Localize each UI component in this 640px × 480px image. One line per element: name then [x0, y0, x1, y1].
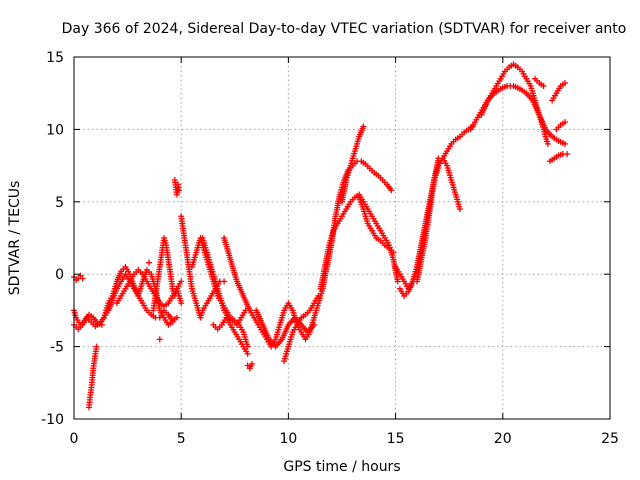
- x-tick-label: 0: [70, 431, 79, 447]
- y-tick-label: 0: [55, 267, 64, 283]
- x-tick-label: 5: [177, 431, 186, 447]
- plot-frame: [73, 56, 611, 420]
- data-point-plus: [244, 350, 251, 357]
- x-axis-label: GPS time / hours: [283, 459, 400, 475]
- data-point-plus: [221, 278, 228, 285]
- axis-ticks: 0 5 10 15 20 25 -10 -5 0 5 10 15: [41, 50, 619, 447]
- y-tick-label: 10: [46, 122, 64, 138]
- data-point-plus: [146, 259, 153, 266]
- data-point-plus: [456, 206, 463, 213]
- x-tick-label: 10: [279, 431, 297, 447]
- data-point-plus: [564, 151, 571, 158]
- data-point-plus: [93, 343, 100, 350]
- x-tick-label: 20: [494, 431, 512, 447]
- data-point-plus: [79, 275, 86, 282]
- data-point-plus: [561, 140, 568, 147]
- x-tick-label: 25: [601, 431, 619, 447]
- y-tick-label: 5: [55, 195, 64, 211]
- y-tick-label: -5: [50, 340, 64, 356]
- data-point-plus: [156, 336, 163, 343]
- data-point-plus: [561, 119, 568, 126]
- chart-title: Day 366 of 2024, Sidereal Day-to-day VTE…: [62, 21, 627, 37]
- data-point-plus: [248, 360, 255, 367]
- data-points: [71, 61, 571, 411]
- data-point-plus: [390, 249, 397, 256]
- y-tick-label: 15: [46, 50, 64, 66]
- data-point-plus: [178, 300, 185, 307]
- data-point-plus: [176, 187, 183, 194]
- data-point-plus: [544, 140, 551, 147]
- data-point-plus: [561, 80, 568, 87]
- data-point-plus: [246, 307, 253, 314]
- data-point-plus: [388, 187, 395, 194]
- data-point-plus: [540, 82, 547, 89]
- data-point-plus: [173, 314, 180, 321]
- data-point-plus: [315, 292, 322, 299]
- data-point-plus: [360, 123, 367, 130]
- grid-lines: [74, 57, 610, 419]
- y-tick-label: -10: [41, 412, 64, 428]
- x-tick-label: 15: [387, 431, 405, 447]
- data-point-plus: [169, 318, 176, 325]
- y-axis-label: SDTVAR / TECUs: [7, 181, 23, 296]
- data-point-plus: [394, 278, 401, 285]
- data-point-plus: [178, 278, 185, 285]
